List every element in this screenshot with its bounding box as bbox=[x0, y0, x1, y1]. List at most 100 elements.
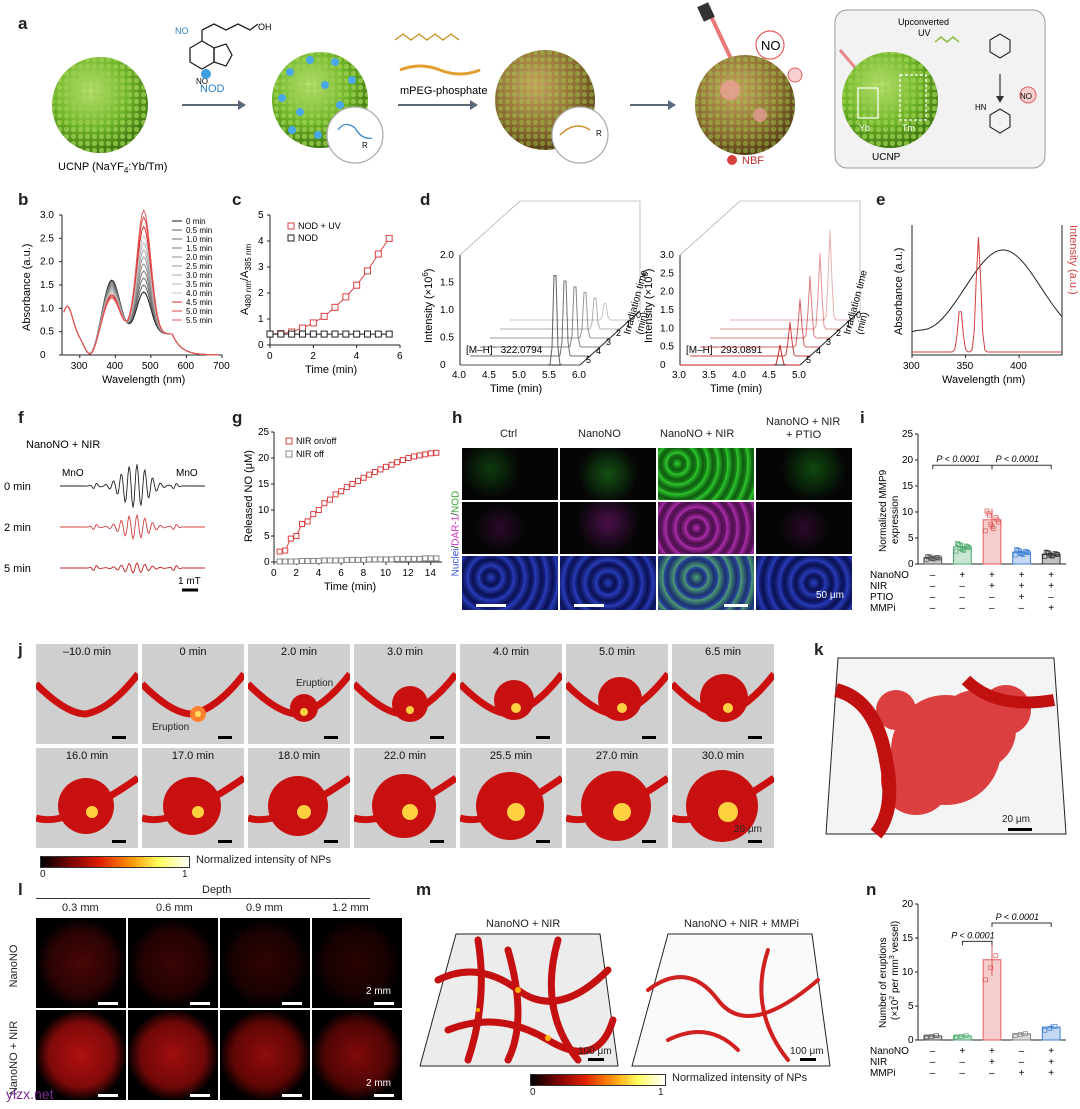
n-row-sign-1-4: + bbox=[1048, 1057, 1054, 1068]
i-point-1-7 bbox=[961, 547, 967, 553]
g-point-0-5 bbox=[304, 518, 311, 525]
i-row-sign-1-4: + bbox=[1048, 581, 1054, 592]
g-xtick-label: 4 bbox=[316, 568, 322, 579]
c-xtick-label: 4 bbox=[354, 351, 360, 362]
h-col-nanono: NanoNO bbox=[578, 428, 621, 440]
panel-label-f: f bbox=[18, 408, 24, 427]
n-row-sign-0-1: + bbox=[959, 1046, 965, 1057]
i-ylabel2: expression bbox=[890, 496, 901, 544]
b-ytick-label: 1.5 bbox=[40, 280, 54, 291]
d1-trace-4 bbox=[500, 297, 620, 330]
n-row-label-2: MMPi bbox=[870, 1068, 896, 1079]
g-point-0-24 bbox=[411, 453, 417, 460]
f-trace-0 bbox=[60, 464, 206, 508]
n-ytick-label: 0 bbox=[908, 1035, 914, 1046]
n-row-sign-1-1: – bbox=[959, 1057, 965, 1068]
g-ytick-label: 10 bbox=[258, 505, 270, 516]
g-xtick-label: 14 bbox=[425, 568, 437, 579]
i-row-sign-0-1: + bbox=[959, 570, 965, 581]
i-row-sign-0-0: – bbox=[930, 570, 936, 581]
panel-label-b: b bbox=[18, 190, 29, 209]
d1-ztick-label: 4 bbox=[596, 346, 601, 356]
panel-label-g: g bbox=[232, 408, 243, 427]
i-point-3-5 bbox=[1024, 549, 1030, 555]
i-comparison-bracket-0 bbox=[932, 464, 993, 470]
i-point-4-0 bbox=[1042, 554, 1048, 559]
b-ytick-label: 0.5 bbox=[40, 327, 54, 338]
f-trace-1 bbox=[60, 513, 206, 541]
panel-l-depth: Depth 0.3 mm 0.6 mm 0.9 mm 1.2 mm NanoNO… bbox=[8, 882, 402, 1102]
g-point-0-3 bbox=[293, 533, 300, 539]
panel-label-j: j bbox=[18, 640, 23, 659]
d2-ztick-label: 2 bbox=[836, 328, 841, 338]
svg-text:NO: NO bbox=[196, 77, 208, 86]
c-point-1-4 bbox=[309, 330, 317, 338]
j-tile-7: 6.5 min bbox=[672, 644, 774, 744]
g-point-0-9 bbox=[327, 496, 333, 503]
b-legend-label-8: 4.0 min bbox=[186, 289, 212, 298]
i-row-label-0: NanoNO bbox=[870, 570, 909, 581]
svg-text:NO: NO bbox=[761, 38, 781, 53]
g-point-0-28 bbox=[433, 449, 440, 456]
i-row-sign-0-2: + bbox=[989, 570, 995, 581]
g-ytick-label: 20 bbox=[258, 453, 270, 464]
i-row-sign-3-4: + bbox=[1048, 603, 1054, 614]
n-comparison-label-1: P < 0.0001 bbox=[996, 912, 1039, 922]
b-legend-label-0: 0 min bbox=[186, 217, 206, 226]
g-point-0-25 bbox=[416, 452, 423, 459]
panel-a-schematic: UCNP (NaYF4:Yb/Tm) NO OH NO NOD R mPEG-p… bbox=[52, 2, 1046, 175]
d1-ztick-label: 5 bbox=[586, 355, 591, 365]
d1-ztick-label: 3 bbox=[606, 337, 611, 347]
c-point-1-9 bbox=[364, 330, 371, 338]
c-point-0-8 bbox=[353, 281, 361, 289]
i-point-3-3 bbox=[1014, 547, 1019, 552]
n-row-label-0: NanoNO bbox=[870, 1046, 909, 1057]
d2-ytick-label: 0 bbox=[660, 360, 666, 371]
d2-box bbox=[679, 200, 861, 311]
g-point-1-12 bbox=[343, 556, 350, 563]
i-comparison-label-1: P < 0.0001 bbox=[996, 454, 1039, 464]
d1-xtick-label: 5.5 bbox=[542, 370, 556, 381]
c-ytick-label: 2 bbox=[258, 288, 264, 299]
e-ylabel-right: Intensity (a.u.) bbox=[1067, 225, 1079, 295]
d1-xtick-label: 6.0 bbox=[572, 370, 586, 381]
svg-text:R: R bbox=[362, 141, 368, 150]
i-point-3-9 bbox=[1016, 548, 1022, 554]
g-point-1-9 bbox=[327, 557, 333, 564]
d1-box bbox=[459, 200, 641, 311]
g-point-1-21 bbox=[394, 555, 401, 562]
d1-trace-0 bbox=[460, 275, 580, 366]
d1-ztick-label: 0 bbox=[636, 310, 641, 320]
g-point-0-4 bbox=[299, 521, 305, 528]
n-row-label-1: NIR bbox=[870, 1057, 887, 1068]
panel-label-h: h bbox=[452, 408, 463, 427]
h-tile-r1-c1 bbox=[462, 448, 558, 500]
i-row-sign-2-2: – bbox=[989, 592, 995, 603]
c-ylabel: A480 nm/A385 nm bbox=[239, 244, 253, 315]
e-xlabel: Wavelength (nm) bbox=[942, 374, 1025, 386]
svg-text:Tm: Tm bbox=[902, 123, 915, 133]
chart-c-ratio: 0 2 4 6 0 1 2 3 4 5 Time (min) A480 nm/A385 nm NOD +… bbox=[239, 210, 403, 376]
h-scalebar-3 bbox=[724, 604, 748, 607]
c-xtick-label: 2 bbox=[310, 351, 316, 362]
g-point-1-24 bbox=[411, 555, 417, 562]
i-point-4-8 bbox=[1055, 552, 1060, 557]
i-row-sign-3-0: – bbox=[930, 603, 936, 614]
d1-trace-3 bbox=[490, 291, 610, 339]
i-point-3-8 bbox=[1025, 550, 1031, 555]
n-comparison-bracket-0 bbox=[961, 940, 993, 946]
g-xtick-label: 0 bbox=[271, 568, 277, 579]
b-xtick-label: 600 bbox=[177, 361, 194, 372]
g-point-0-13 bbox=[349, 481, 356, 487]
g-xlabel: Time (min) bbox=[324, 581, 376, 593]
c-xtick-label: 6 bbox=[397, 351, 403, 362]
i-point-2-0 bbox=[983, 528, 989, 534]
c-legend-swatch-1 bbox=[287, 234, 295, 242]
b-xtick-label: 500 bbox=[142, 361, 159, 372]
i-point-3-4 bbox=[1019, 551, 1024, 557]
g-point-1-28 bbox=[433, 555, 440, 562]
d2-xtick-label: 3.5 bbox=[702, 370, 716, 381]
d1-xtick-label: 4.0 bbox=[452, 370, 466, 381]
d1-ztick-label: 2 bbox=[616, 328, 621, 338]
b-xtick-label: 400 bbox=[106, 361, 123, 372]
